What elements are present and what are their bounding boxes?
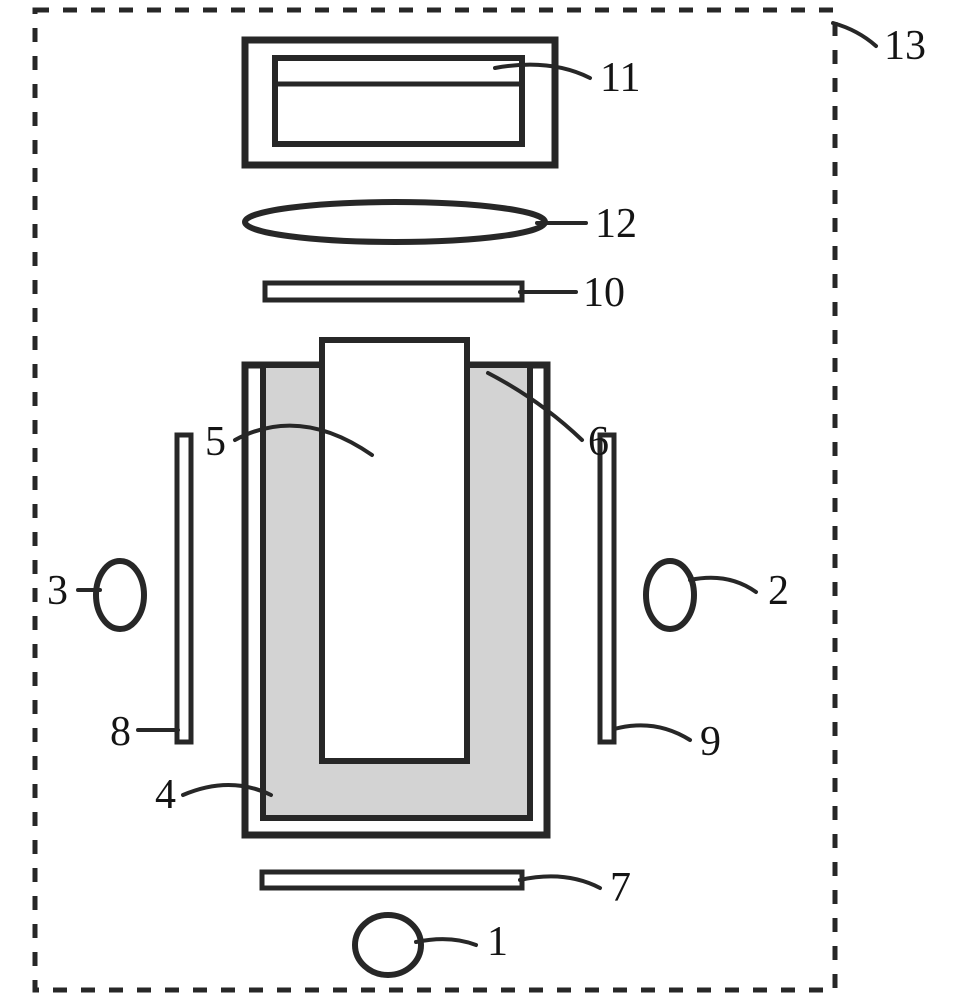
leader-9 — [614, 725, 690, 740]
leader-2 — [690, 578, 756, 592]
label-8: 8 — [110, 709, 131, 755]
inner-column-5 — [322, 340, 467, 761]
label-5: 5 — [205, 419, 226, 465]
label-6: 6 — [588, 419, 609, 465]
label-11: 11 — [600, 55, 640, 101]
leader-7 — [520, 876, 600, 888]
leader-1 — [416, 939, 476, 945]
label-7: 7 — [610, 865, 631, 911]
label-13: 13 — [884, 23, 926, 69]
top-inner-11 — [275, 58, 522, 144]
label-4: 4 — [155, 772, 176, 818]
label-9: 9 — [700, 719, 721, 765]
left-ellipse-3 — [96, 561, 144, 629]
leader-13 — [833, 23, 876, 46]
label-12: 12 — [595, 201, 637, 247]
label-2: 2 — [768, 568, 789, 614]
left-rod-8 — [177, 435, 191, 742]
circle-1 — [355, 915, 421, 975]
plate-7 — [262, 872, 522, 888]
plate-10 — [265, 283, 522, 300]
right-ellipse-2 — [646, 561, 694, 629]
label-3: 3 — [47, 568, 68, 614]
lens-12 — [245, 202, 545, 242]
label-1: 1 — [487, 919, 508, 965]
label-10: 10 — [583, 270, 625, 316]
right-rod-9 — [600, 435, 614, 742]
